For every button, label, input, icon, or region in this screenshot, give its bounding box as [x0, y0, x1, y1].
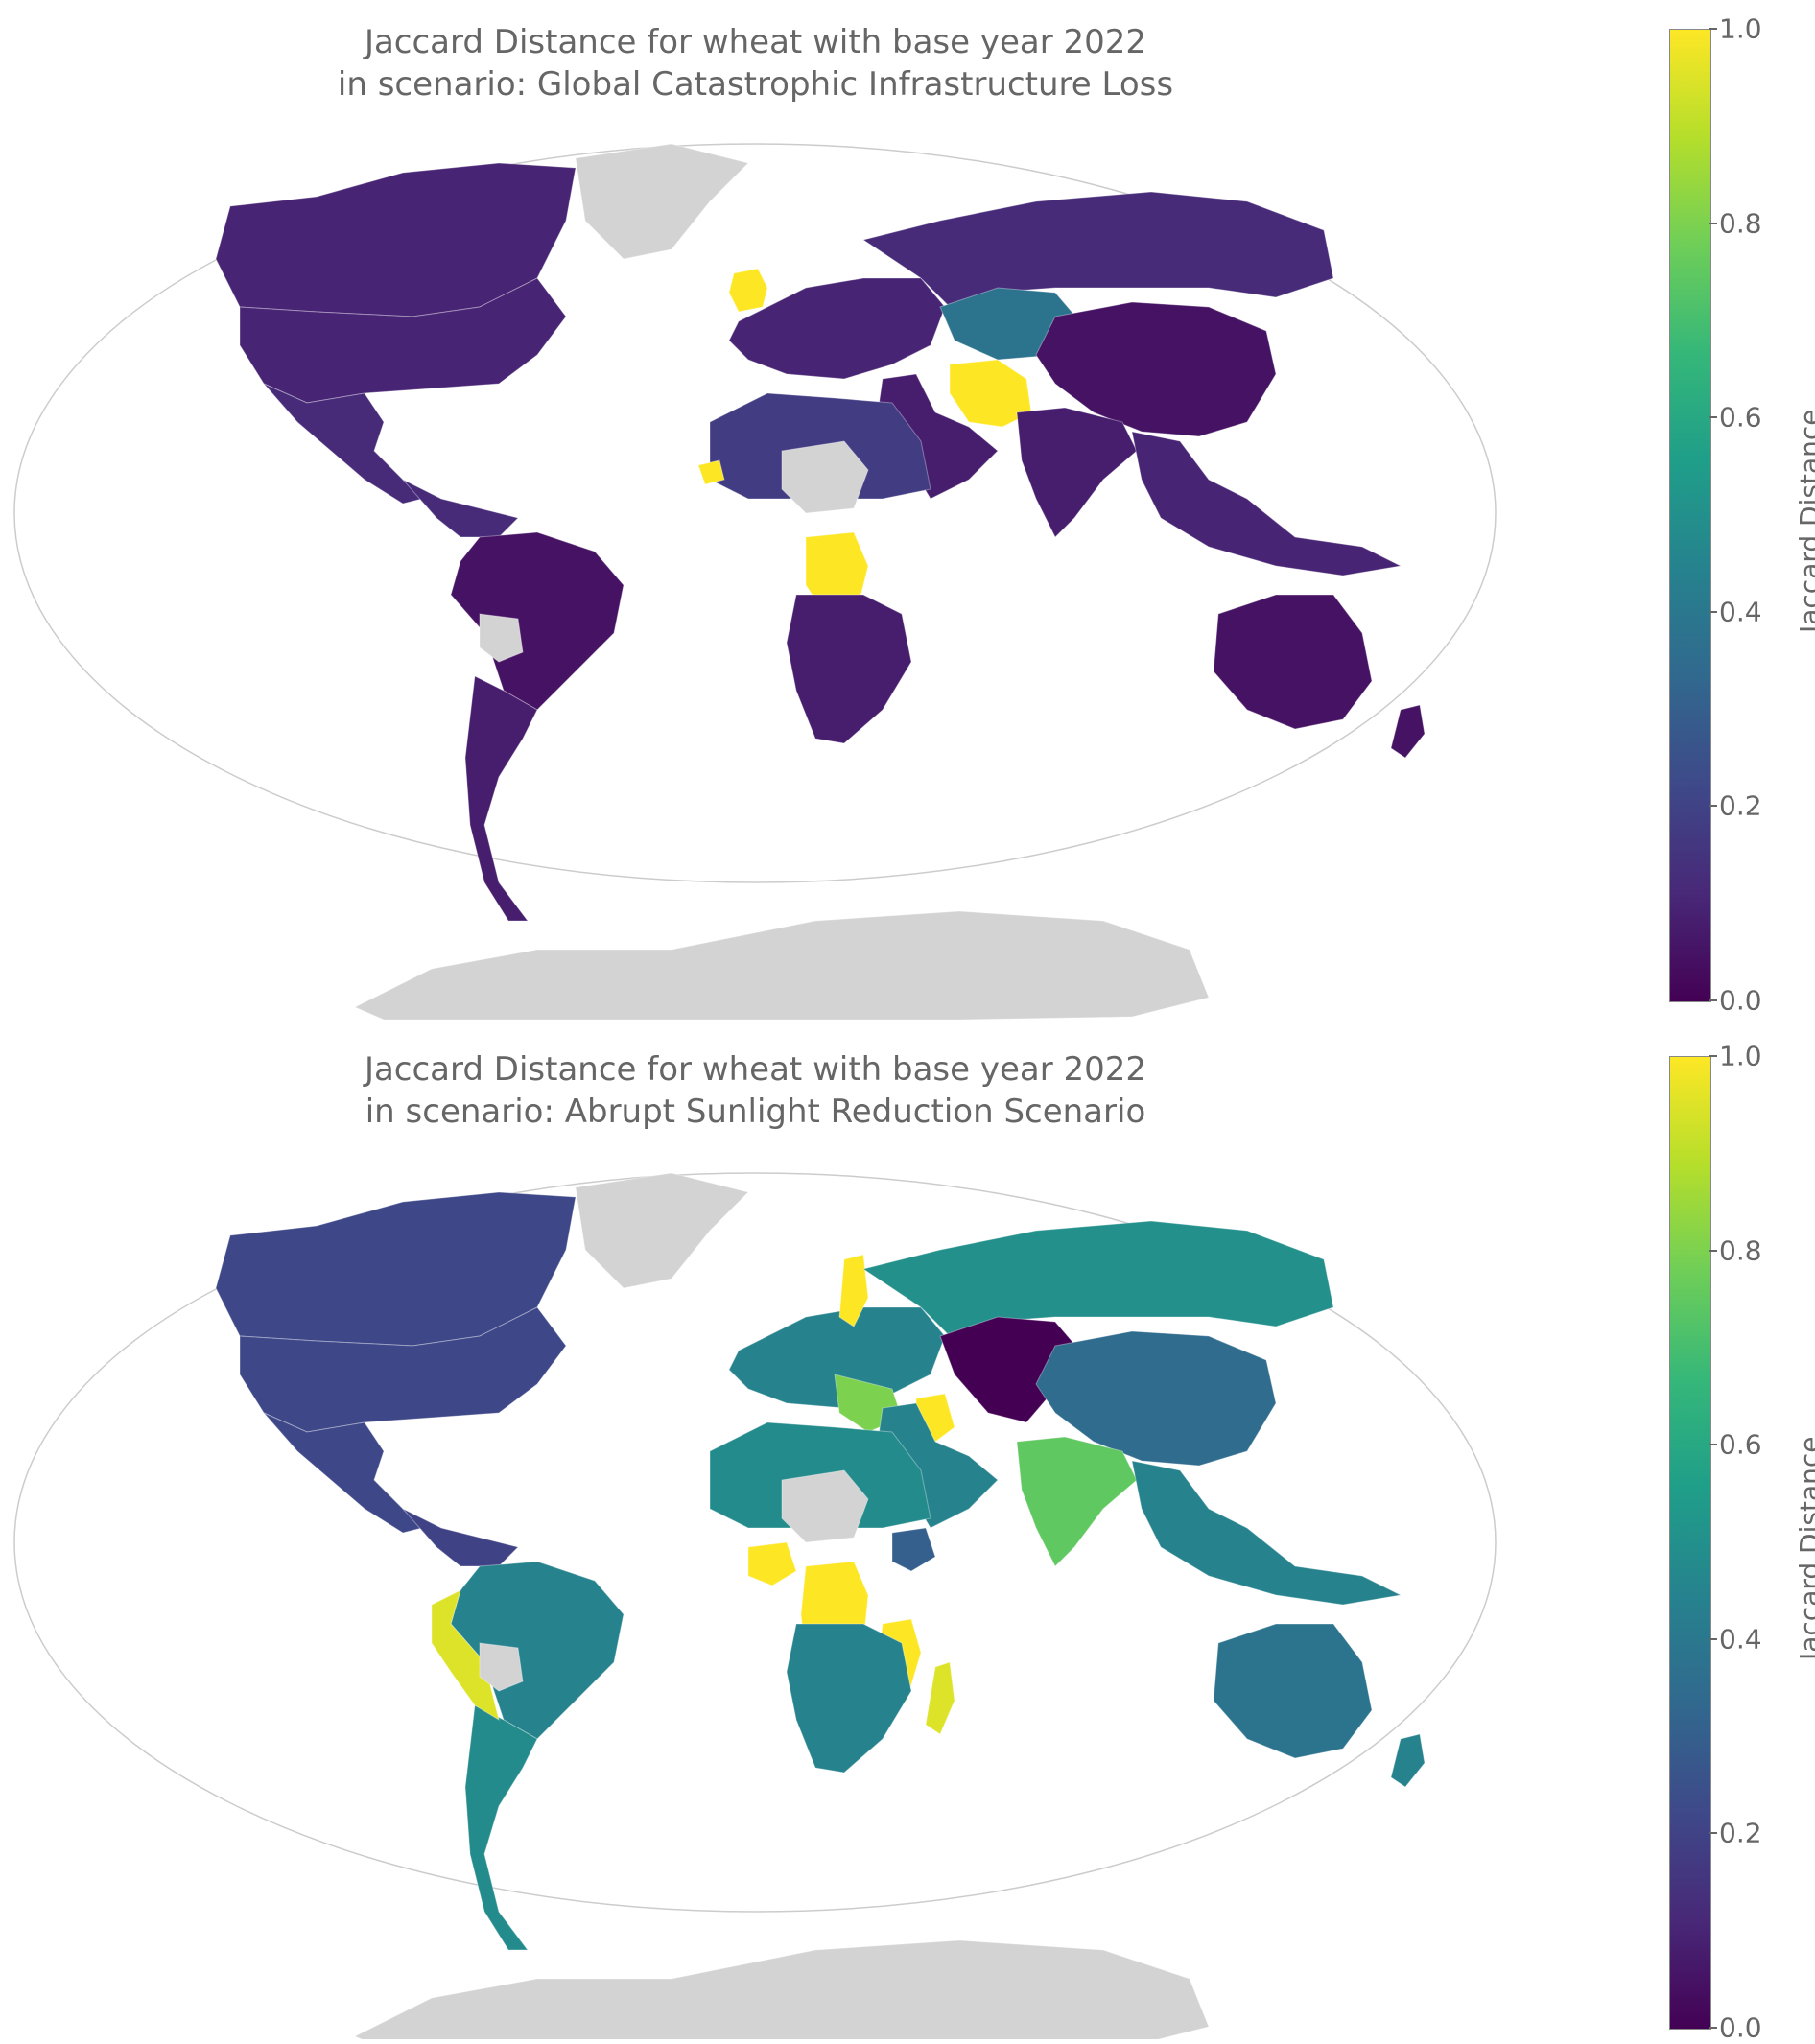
region-russia [861, 1220, 1334, 1337]
world-map [13, 143, 1497, 1020]
colorbar-tick-mark [1709, 222, 1717, 224]
colorbar [1669, 29, 1711, 1002]
colorbar-label: Jaccard Distance [1794, 1436, 1815, 1661]
region-peru [431, 1589, 500, 1722]
region-senegal-gambia [697, 459, 725, 485]
colorbar-tick-mark [1709, 2027, 1717, 2029]
region-brazil [450, 531, 625, 711]
title-line-1: Jaccard Distance for wheat with base yea… [364, 1050, 1147, 1089]
region-greenland [575, 143, 749, 260]
region-argentina [464, 1704, 538, 1951]
map-title: Jaccard Distance for wheat with base yea… [0, 1048, 1511, 1133]
colorbar-tick-mark [1709, 1249, 1717, 1252]
map-panel-sunlight-reduction: Jaccard Distance for wheat with base yea… [0, 1020, 1815, 2044]
map-panel-infrastructure-loss: Jaccard Distance for wheat with base yea… [0, 0, 1815, 1020]
region-australia [1213, 1623, 1373, 1759]
title-line-1: Jaccard Distance for wheat with base yea… [364, 23, 1147, 61]
colorbar-tick-label: 0.4 [1719, 1623, 1762, 1656]
region-mexico [263, 1412, 423, 1534]
colorbar-tick-mark [1709, 1637, 1717, 1640]
colorbar-tick-mark [1709, 610, 1717, 613]
colorbar-tick-mark [1709, 1832, 1717, 1835]
colorbar-tick-mark [1709, 805, 1717, 808]
colorbar-tick-mark [1709, 1444, 1717, 1446]
region-united-kingdom [728, 268, 768, 313]
colorbar-tick-label: 0.2 [1719, 1817, 1762, 1849]
colorbar-tick-mark [1709, 28, 1717, 30]
map-frame [13, 1172, 1497, 1913]
region-iran [949, 359, 1032, 428]
world-map [13, 1172, 1497, 2039]
region-niger-chad [781, 1469, 869, 1543]
region-southeast-asia [1131, 431, 1402, 576]
region-mexico [263, 383, 423, 505]
colorbar-tick-label: 0.0 [1719, 2011, 1762, 2044]
colorbar-tick-label: 0.6 [1719, 401, 1762, 434]
colorbar-tick-mark [1709, 999, 1717, 1001]
region-china [1035, 301, 1277, 437]
region-europe [728, 277, 946, 380]
colorbar-tick-label: 0.2 [1719, 789, 1762, 822]
colorbar-tick-label: 0.0 [1719, 984, 1762, 1017]
region-india [1016, 407, 1138, 538]
region-china [1035, 1330, 1277, 1467]
title-line-2: in scenario: Global Catastrophic Infrast… [337, 65, 1174, 104]
colorbar-tick-label: 1.0 [1719, 1040, 1762, 1072]
region-central-america [402, 479, 519, 538]
region-russia [861, 191, 1334, 308]
colorbar-tick-label: 0.6 [1719, 1428, 1762, 1461]
colorbar-tick-label: 0.8 [1719, 1234, 1762, 1267]
region-india [1016, 1436, 1138, 1567]
region-ethiopia [891, 1527, 936, 1572]
region-bolivia [479, 613, 524, 663]
colorbar-label: Jaccard Distance [1794, 409, 1815, 634]
region-antarctica [353, 1939, 1210, 2039]
region-madagascar [925, 1661, 955, 1735]
region-argentina [464, 675, 538, 922]
region-australia [1213, 594, 1373, 730]
region-bolivia [479, 1642, 524, 1692]
colorbar-tick-label: 0.4 [1719, 596, 1762, 628]
title-line-2: in scenario: Abrupt Sunlight Reduction S… [365, 1092, 1146, 1131]
region-southern-africa [786, 594, 912, 744]
map-title: Jaccard Distance for wheat with base yea… [0, 21, 1511, 106]
colorbar-tick-mark [1709, 1055, 1717, 1057]
region-greenland [575, 1172, 749, 1289]
region-southeast-asia [1131, 1460, 1402, 1606]
colorbar-tick-mark [1709, 416, 1717, 419]
region-southern-africa [786, 1623, 912, 1774]
map-frame [13, 143, 1497, 883]
region-sweden [838, 1254, 869, 1327]
region-nigeria [747, 1541, 797, 1586]
region-new-zealand [1390, 704, 1426, 759]
colorbar-tick-label: 1.0 [1719, 12, 1762, 45]
colorbar [1669, 1056, 1711, 2030]
region-new-zealand [1390, 1733, 1426, 1788]
region-antarctica [353, 910, 1210, 1020]
region-niger-chad [781, 440, 869, 514]
region-central-america [402, 1508, 519, 1567]
colorbar-tick-label: 0.8 [1719, 207, 1762, 240]
